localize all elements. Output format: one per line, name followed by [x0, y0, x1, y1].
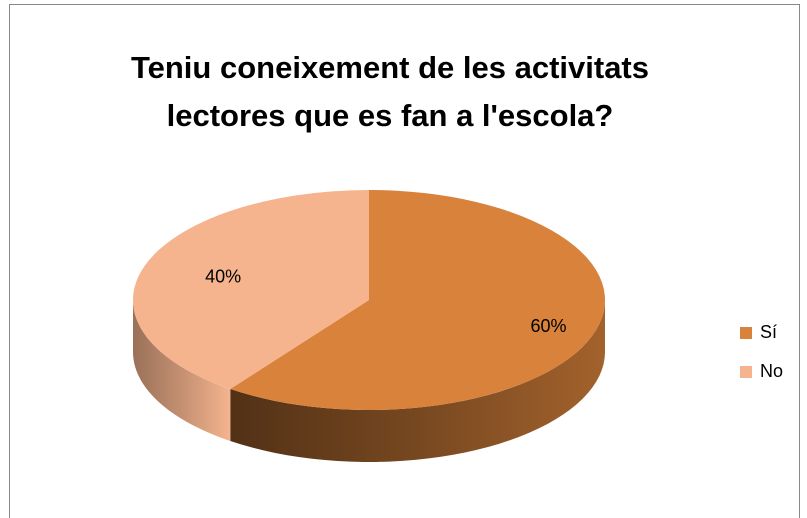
legend-label: Sí	[760, 322, 777, 342]
legend-label: No	[760, 361, 783, 381]
pie-side	[230, 300, 605, 462]
legend-swatch	[740, 327, 752, 339]
pie-slice	[132, 189, 369, 389]
chart-border	[9, 4, 800, 518]
pie-side	[133, 300, 231, 441]
legend-swatch	[740, 366, 752, 378]
data-label: 60%	[531, 316, 567, 336]
pie-slice	[230, 190, 605, 410]
chart-title: Teniu coneixement de les activitats lect…	[131, 50, 649, 133]
data-label: 40%	[205, 267, 241, 287]
